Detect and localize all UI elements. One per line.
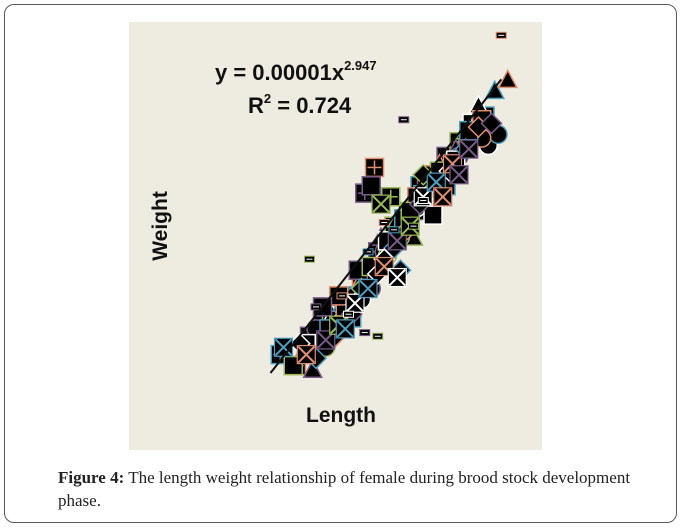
data-point	[449, 165, 469, 185]
data-point	[398, 116, 410, 124]
data-point	[408, 222, 419, 230]
data-point	[304, 255, 315, 263]
data-point	[310, 303, 322, 311]
r-squared-label: R2 = 0.724	[248, 91, 352, 118]
data-point	[387, 231, 407, 251]
caption-text: The length weight relationship of female…	[58, 468, 631, 510]
caption-label: Figure 4:	[58, 468, 125, 487]
equation-exponent: 2.947	[344, 58, 377, 73]
data-point	[358, 278, 378, 299]
data-point	[336, 292, 348, 300]
equation-label: y = 0.00001x2.947	[215, 58, 377, 85]
data-point	[302, 358, 323, 379]
r-squared-symbol: R	[248, 93, 264, 118]
data-point	[387, 267, 407, 288]
trendline-group	[269, 78, 503, 374]
data-point	[343, 310, 354, 318]
data-point	[480, 112, 503, 135]
trendline	[269, 78, 503, 374]
scatter-chart: y = 0.00001x2.947 R2 = 0.724 Weight Leng…	[149, 31, 518, 427]
data-point	[417, 196, 429, 204]
plot-area	[129, 22, 542, 450]
figure-caption: Figure 4: The length weight relationship…	[58, 466, 638, 512]
data-point	[316, 330, 336, 350]
data-points	[270, 31, 518, 379]
data-point	[296, 345, 316, 365]
data-point	[497, 68, 518, 89]
data-point	[433, 187, 453, 207]
data-point	[364, 157, 385, 178]
data-point	[495, 31, 507, 39]
data-point	[371, 194, 391, 214]
r-squared-exponent: 2	[264, 91, 271, 106]
data-point	[359, 329, 371, 337]
data-point	[361, 176, 381, 196]
y-axis-label: Weight	[149, 191, 172, 261]
data-point	[459, 139, 479, 159]
data-point	[423, 205, 443, 225]
data-point	[388, 226, 400, 234]
equation-text: y = 0.00001x	[215, 60, 345, 85]
data-point	[372, 332, 384, 340]
r-squared-value: = 0.724	[271, 93, 352, 118]
x-axis-label: Length	[306, 404, 376, 427]
data-point	[335, 319, 355, 339]
